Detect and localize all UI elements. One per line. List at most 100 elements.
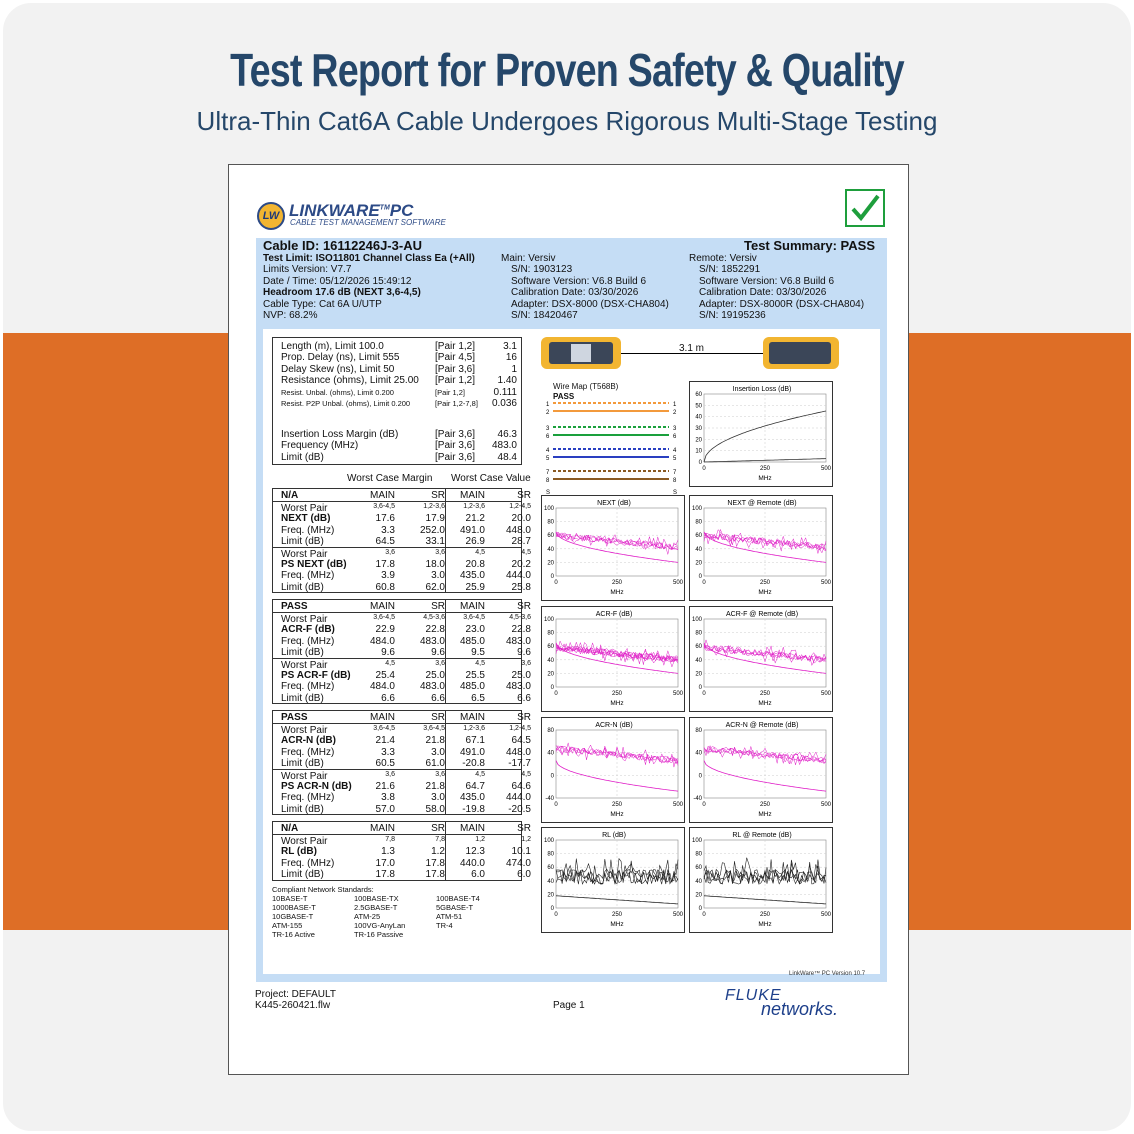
chart-series-line <box>703 458 827 463</box>
chart-y-tick: 40 <box>695 547 702 553</box>
row-value: 485.0 <box>459 635 485 647</box>
row-value: 4,5-3,6 <box>509 614 531 621</box>
chart-x-label: MHz <box>610 811 623 818</box>
row-label: RL (dB) <box>281 846 317 858</box>
chart-limit-line <box>703 760 827 792</box>
chart-series-line <box>555 744 679 765</box>
row-value: 483.0 <box>505 635 531 647</box>
chart-y-tick: 60 <box>695 644 702 650</box>
standard-item: ATM-155 <box>272 921 303 930</box>
chart-y-tick: 0 <box>699 773 703 779</box>
linkware-logo-icon: LW <box>257 202 285 230</box>
row-value: 3.0 <box>431 746 445 758</box>
wiremap-pin-right: 1 <box>673 402 677 408</box>
chart-series-line <box>555 532 679 555</box>
chart-y-tick: 100 <box>544 617 555 623</box>
standard-item: TR-16 Passive <box>354 930 404 939</box>
standard-item: TR-4 <box>436 921 453 930</box>
row-value: 21.8 <box>425 781 445 792</box>
linkware-name: LINKWARETMPC <box>289 201 414 220</box>
chart-y-tick: 40 <box>695 751 702 757</box>
measurement-value: 3.1 <box>503 341 517 352</box>
row-value: 4,5 <box>475 659 485 667</box>
column-header: SR <box>517 601 531 612</box>
chart-rl: RL (dB) 100 80 60 40 20 0 0 250 500 MHz <box>541 827 685 933</box>
row-label: Freq. (MHz) <box>281 570 335 582</box>
row-value: 25.9 <box>465 581 485 593</box>
row-value: 25.0 <box>425 670 445 681</box>
chart-x-label: MHz <box>758 921 771 928</box>
chart-y-tick: 60 <box>695 533 702 539</box>
row-value: 17.0 <box>375 857 395 869</box>
row-value: 1,2-4,5 <box>509 725 531 732</box>
row-value: -19.8 <box>462 803 485 815</box>
chart-y-tick: 0 <box>699 906 703 912</box>
measurement-pair: [Pair 3,6] <box>435 363 476 375</box>
wiremap-pin-left: 1 <box>546 402 550 408</box>
measurement-label: Prop. Delay (ns), Limit 555 <box>281 352 400 364</box>
column-header: SR <box>517 823 531 834</box>
row-label: Limit (dB) <box>281 647 324 659</box>
chart-y-tick: -40 <box>545 796 554 802</box>
row-value: 3,6 <box>435 548 445 556</box>
row-value: 3.0 <box>431 792 445 804</box>
chart-series-line <box>703 747 827 764</box>
row-value: 491.0 <box>459 746 485 758</box>
row-value: 6.0 <box>471 869 485 881</box>
chart-limit-line <box>555 760 679 792</box>
row-label: PS ACR-F (dB) <box>281 670 351 681</box>
measurement-label: Resist. P2P Unbal. (ohms), Limit 0.200 <box>281 399 411 408</box>
column-header: SR <box>517 490 531 501</box>
chart-x-tick: 0 <box>554 912 558 918</box>
standard-item: 100BASE-T4 <box>436 894 480 903</box>
chart-title: ACR-N @ Remote (dB) <box>726 722 799 729</box>
row-value: 3,6-4,5 <box>373 725 395 732</box>
chart-svg: RL (dB) 100 80 60 40 20 00 250 500 MHz <box>544 832 684 928</box>
chart-series-line <box>555 858 679 885</box>
row-value: 60.8 <box>375 581 395 593</box>
page-title: Test Report for Proven Safety & Quality <box>230 44 904 96</box>
column-header: MAIN <box>460 601 485 612</box>
standard-item: 2.5GBASE-T <box>354 903 398 912</box>
row-value: 435.0 <box>459 570 485 582</box>
main-tester-image <box>541 337 621 369</box>
wiremap-pin-left: S <box>546 490 550 496</box>
chart-y-tick: 20 <box>695 671 702 677</box>
header-divider <box>273 723 521 724</box>
table-status: PASS <box>281 712 308 723</box>
file-name: K445-260421.flw <box>255 1000 331 1011</box>
linkware-tagline: CABLE TEST MANAGEMENT SOFTWARE <box>290 218 446 227</box>
chart-x-tick: 250 <box>612 912 623 918</box>
row-value: 3.9 <box>381 570 395 582</box>
main-info-line: Software Version: V6.8 Build 6 <box>511 275 647 287</box>
row-value: 3,6 <box>385 770 395 778</box>
row-value: 4,5 <box>521 548 531 556</box>
chart-title: NEXT (dB) <box>597 500 631 507</box>
measurement-value: 0.111 <box>493 386 517 398</box>
row-value: 3,6 <box>435 659 445 667</box>
row-value: 28.7 <box>511 536 531 548</box>
row-value: 483.0 <box>505 681 531 693</box>
chart-y-tick: 40 <box>695 879 702 885</box>
wiremap-pin-left: 8 <box>546 478 550 484</box>
main-unit-info: Main: Versiv S/N: 1903123 Software Version… <box>501 253 669 321</box>
wiremap-pin-right: 4 <box>673 448 677 454</box>
row-value: 26.9 <box>465 536 485 548</box>
row-label: Freq. (MHz) <box>281 635 335 647</box>
chart-y-tick: 20 <box>547 671 554 677</box>
chart-title: RL @ Remote (dB) <box>732 832 791 839</box>
row-label: Worst Pair <box>281 725 328 736</box>
row-value: 1,2-4,5 <box>509 503 531 510</box>
row-value: 17.8 <box>425 857 445 869</box>
chart-x-label: MHz <box>610 921 623 928</box>
row-value: 484.0 <box>369 635 395 647</box>
row-divider <box>273 546 521 548</box>
row-value: 1,2 <box>475 836 485 843</box>
chart-svg: NEXT @ Remote (dB) 100 80 60 40 20 00 250 500 MHz <box>692 500 832 596</box>
row-value: 448.0 <box>505 524 531 536</box>
row-value: 57.0 <box>375 803 395 815</box>
row-label: PS NEXT (dB) <box>281 559 347 570</box>
remote-info-line: Calibration Date: 03/30/2026 <box>699 287 827 299</box>
column-header: SR <box>517 712 531 723</box>
